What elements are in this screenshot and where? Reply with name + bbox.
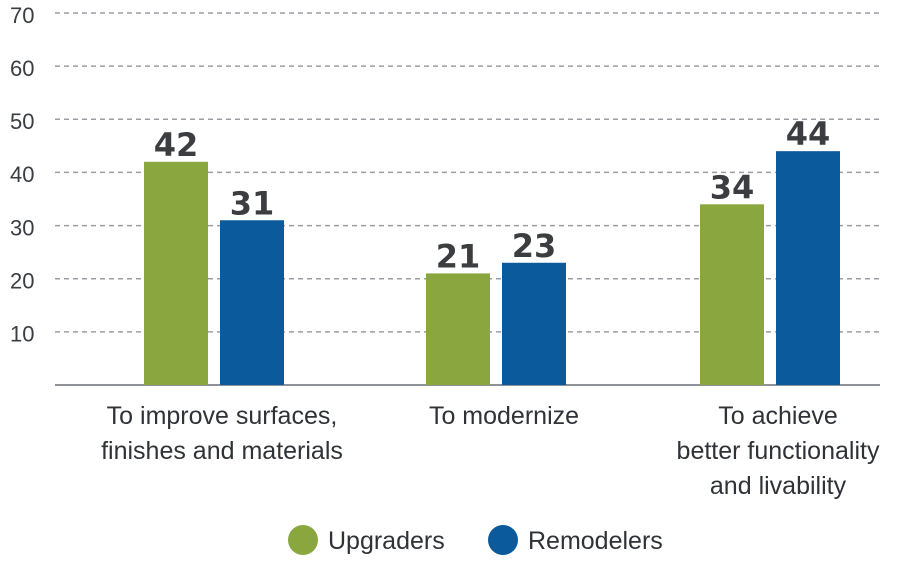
category-label: To improve surfaces,: [107, 402, 338, 430]
data-label: 44: [786, 115, 831, 153]
data-label: 34: [710, 168, 755, 206]
legend-swatch-remodelers: [488, 525, 518, 555]
category-label: finishes and materials: [101, 437, 343, 465]
y-tick-label: 40: [10, 162, 34, 187]
category-label: better functionality: [677, 437, 880, 465]
y-tick-label: 60: [10, 56, 34, 81]
category-label: To achieve: [718, 402, 838, 430]
bar-remodelers: [220, 220, 284, 385]
data-label: 23: [512, 227, 557, 265]
bar-upgraders: [144, 161, 208, 385]
y-tick-label: 50: [10, 109, 34, 134]
bar-upgraders: [700, 204, 764, 385]
data-label: 21: [436, 237, 481, 275]
legend-label: Remodelers: [528, 527, 663, 555]
bar-remodelers: [776, 151, 840, 385]
bar-upgraders: [426, 273, 490, 385]
y-tick-label: 20: [10, 269, 34, 294]
y-tick-label: 30: [10, 215, 34, 240]
data-label: 42: [154, 126, 199, 164]
legend-swatch-upgraders: [288, 525, 318, 555]
y-tick-label: 10: [10, 322, 34, 347]
y-tick-label: 70: [10, 3, 34, 28]
data-label: 31: [230, 184, 275, 222]
legend-label: Upgraders: [328, 527, 445, 555]
bar-remodelers: [502, 262, 566, 385]
category-label: To modernize: [429, 402, 579, 430]
category-label: and livability: [710, 472, 847, 500]
